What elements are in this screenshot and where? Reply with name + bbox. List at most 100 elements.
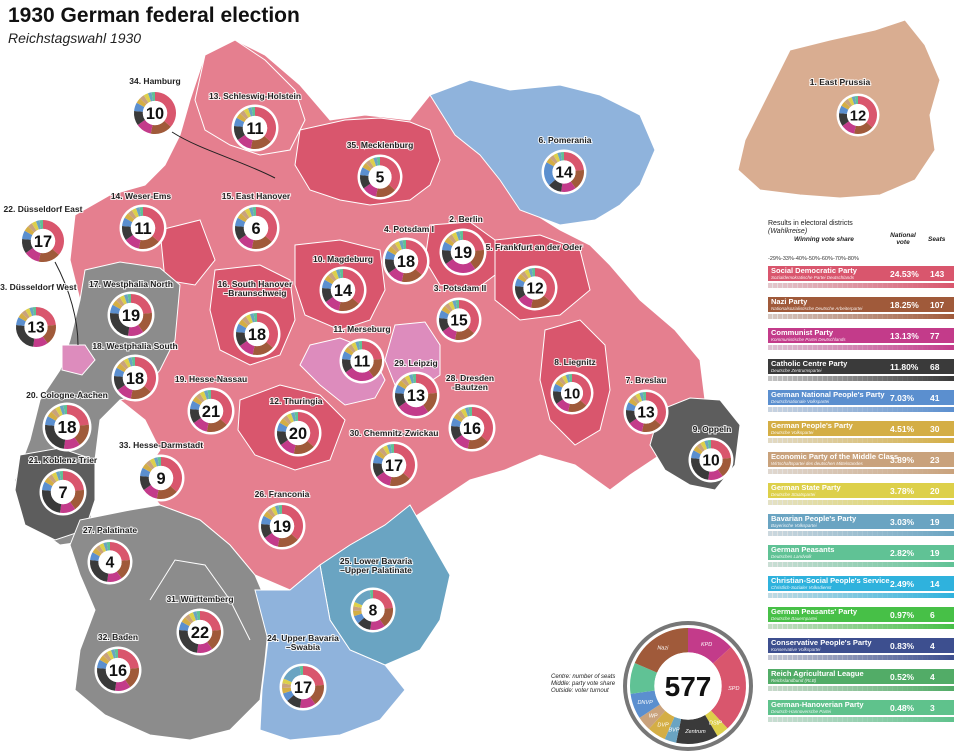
- legend-bar: German State Party Deutsche Staatspartei 3…: [768, 483, 954, 498]
- total-segment-label: Zentrum: [684, 729, 706, 735]
- donut-segment: [451, 417, 462, 428]
- donut-segment: [150, 120, 171, 134]
- donut-segment: [641, 419, 662, 432]
- seat-count: 7: [58, 484, 67, 502]
- legend-party-name: German Peasants: [771, 545, 835, 554]
- donut-segment: [570, 169, 584, 189]
- donut-center: [450, 239, 476, 265]
- donut-segment: [160, 457, 182, 492]
- district-label: 21. Koblenz-Trier: [29, 455, 98, 465]
- donut-segment: [135, 207, 142, 217]
- donut-segment: [251, 235, 272, 249]
- seat-count: 18: [57, 417, 77, 437]
- donut-center: [285, 420, 311, 446]
- donut-center: [552, 160, 576, 184]
- district-donut-18: 18: [111, 354, 159, 402]
- donut-segment: [408, 374, 415, 384]
- donut-segment: [648, 710, 675, 740]
- district-label: 28. Dresden: [446, 373, 494, 383]
- district-donut-22: 17: [19, 217, 67, 265]
- legend-share-gradient: [768, 345, 954, 350]
- district-donut-30: 17: [370, 441, 418, 489]
- donut-segment: [325, 296, 341, 311]
- donut-segment: [274, 505, 281, 515]
- donut-segment: [444, 303, 453, 312]
- legend-bar: Catholic Centre Party Deutsche Zentrumspa…: [768, 359, 954, 374]
- legend-party-subname: Kommunistische Partei Deutschlands: [771, 337, 846, 342]
- district-label: 8. Liegnitz: [554, 357, 596, 367]
- donut-segment: [518, 294, 534, 308]
- donut-center: [242, 115, 268, 141]
- legend-party-seats: 30: [930, 424, 940, 434]
- donut-segment: [338, 297, 359, 311]
- donut-segment: [290, 412, 297, 422]
- district-label: 27. Palatinate: [83, 525, 138, 535]
- donut-segment: [387, 246, 398, 256]
- donut-segment: [42, 220, 64, 255]
- donut-segment: [629, 418, 645, 432]
- donut-segment: [555, 379, 565, 388]
- donut-segment: [122, 225, 134, 240]
- donut-segment: [469, 249, 484, 270]
- legend-party-seats: 41: [930, 393, 940, 403]
- donut-segment: [282, 687, 292, 694]
- legend-row-dvp: German People's Party Deutsche Volksparte…: [768, 417, 954, 448]
- district-label: 17. Westphalia North: [89, 279, 173, 289]
- donut-segment: [553, 153, 561, 163]
- legend-bar: Economic Party of the Middle Class Wirtsc…: [768, 452, 954, 467]
- donut-segment: [454, 434, 470, 449]
- total-seat-donut: 577: [627, 625, 749, 747]
- donut-segment: [447, 234, 457, 244]
- donut-segment: [282, 415, 292, 425]
- donut-segment: [24, 226, 35, 236]
- legend-bar: Christian-Social People's Service Christl…: [768, 576, 954, 591]
- donut-segment: [55, 406, 63, 417]
- donut-segment: [530, 295, 551, 308]
- donut-segment: [16, 325, 35, 347]
- donut-center: [142, 100, 168, 126]
- donut-segment: [47, 411, 58, 421]
- district-donut-23: 13: [13, 304, 59, 350]
- donut-segment: [193, 417, 209, 432]
- legend-row-dbp: German Peasants' Party Deutsche Bauernpar…: [768, 603, 954, 634]
- donut-segment: [370, 619, 385, 630]
- district-donut-4: 18: [382, 237, 430, 285]
- legend-share-gradient: [768, 376, 954, 381]
- donut-segment: [385, 258, 397, 273]
- seat-count: 13: [637, 405, 655, 422]
- donut-segment: [264, 532, 280, 547]
- district-donut-20: 18: [42, 402, 92, 452]
- donut-segment: [179, 621, 190, 632]
- donut-segment: [708, 469, 723, 480]
- leader-line-duesseldorf: [54, 261, 79, 346]
- donut-segment: [127, 324, 144, 336]
- legend-scale-tick: -80%: [846, 256, 859, 262]
- district-label: 32. Baden: [98, 632, 138, 642]
- donut-segment: [441, 306, 451, 315]
- donut-segment: [237, 213, 248, 223]
- donut-segment: [103, 542, 109, 552]
- donut-segment: [664, 716, 682, 743]
- donut-center: [290, 674, 316, 700]
- legend-party-name: Economic Party of the Middle Class: [771, 452, 899, 461]
- map-title: 1930 German federal election: [8, 4, 300, 27]
- donut-segment: [309, 684, 324, 705]
- district-label: 3. Potsdam II: [434, 283, 486, 293]
- donut-segment: [360, 167, 370, 177]
- district-donut-25: 8: [350, 587, 396, 633]
- donut-segment: [112, 300, 123, 310]
- legend-bar: German Peasants' Party Deutsche Bauernpar…: [768, 607, 954, 622]
- district-donut-27: 4: [87, 539, 133, 585]
- legend-share-gradient: [768, 283, 954, 288]
- donut-segment: [134, 102, 145, 113]
- donut-segment: [179, 629, 199, 653]
- donut-segment: [363, 183, 379, 197]
- legend-bar: Nazi Party Nationalsozialistische Deutsch…: [768, 297, 954, 312]
- legend-col-share: Winning vote share: [794, 236, 854, 243]
- donut-segment: [700, 441, 708, 451]
- donut-segment: [544, 162, 556, 186]
- donut-segment: [405, 240, 427, 275]
- legend-row-kpd: Communist Party Kommunistische Partei Deu…: [768, 324, 954, 355]
- seat-count: 17: [385, 457, 403, 475]
- donut-center: [50, 479, 76, 505]
